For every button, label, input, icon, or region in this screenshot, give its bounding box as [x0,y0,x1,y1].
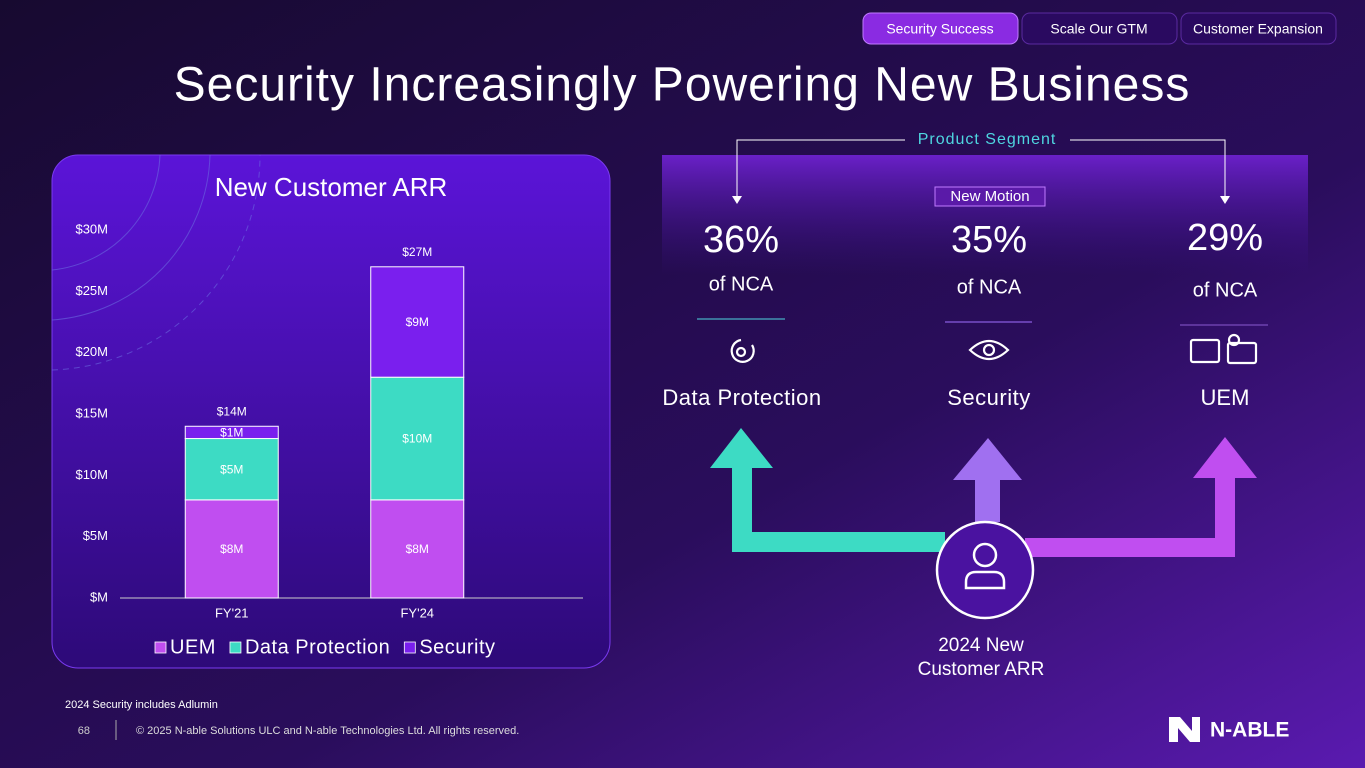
logo-mark [1169,717,1200,742]
bar-segment [370,266,465,378]
y-tick-label: $20M [75,344,108,359]
bar-segment [184,425,279,440]
bar-segment [184,499,279,599]
segment-name: Security [947,385,1030,410]
chart-panel [51,154,611,669]
bracket [736,139,1226,196]
arrow [1025,437,1257,557]
x-tick-label: FY'24 [400,605,434,620]
arrow [953,438,1022,522]
tab-label[interactable]: Security Success [886,21,993,37]
legend-label: UEM [170,636,216,658]
copyright: © 2025 N-able Solutions ULC and N-able T… [136,725,519,737]
badge-label: New Motion [950,188,1029,205]
value-label: $8M [406,542,429,556]
value-label: $9M [406,315,429,329]
value-label: $8M [220,542,243,556]
x-tick-label: FY'21 [215,605,249,620]
segment-name: Data Protection [662,385,821,410]
y-tick-label: $M [90,589,108,604]
decor-rings [51,154,261,371]
icons [730,333,1258,365]
person-circle [935,520,1035,620]
segment-name: UEM [1201,385,1250,410]
segment-pct: 35% [951,219,1027,261]
value-label: $10M [402,432,432,446]
arrow [710,428,945,552]
legend-swatch [154,641,167,654]
legend-swatch [229,641,242,654]
bar-segment [370,499,465,599]
segment-header: Product Segment [918,131,1057,148]
tab[interactable] [1180,12,1337,45]
segment-pct: 29% [1187,217,1263,259]
slide-title: Security Increasingly Powering New Busin… [174,59,1191,112]
tab[interactable] [862,12,1019,45]
logo: N-ABLE [1210,719,1289,742]
legend-label: Data Protection [245,636,390,658]
tab-label[interactable]: Scale Our GTM [1050,21,1147,37]
total-label: $14M [217,404,247,418]
tab-label[interactable]: Customer Expansion [1193,21,1323,37]
y-tick-label: $10M [75,467,108,482]
footnote: 2024 Security includes Adlumin [65,699,218,711]
badge [934,186,1046,207]
segment-sub: of NCA [957,276,1022,298]
segment-pct: 36% [703,219,779,261]
source-label: 2024 New Customer ARR [918,635,1045,680]
tab[interactable] [1021,12,1178,45]
segment-band [662,155,1308,275]
y-tick-label: $25M [75,283,108,298]
y-tick-label: $30M [75,221,108,236]
y-tick-label: $15M [75,405,108,420]
chart-title: New Customer ARR [215,172,448,202]
segment-sub: of NCA [709,273,774,295]
total-label: $27M [402,245,432,259]
value-label: $1M [220,426,243,440]
bar-segment [370,376,465,501]
bar-segment [184,438,279,501]
legend-swatch [403,641,416,654]
segment-sub: of NCA [1193,279,1258,301]
value-label: $5M [220,462,243,476]
person-icon [964,542,1006,590]
legend-label: Security [419,636,495,658]
page-number: 68 [78,725,90,737]
y-tick-label: $5M [83,528,108,543]
